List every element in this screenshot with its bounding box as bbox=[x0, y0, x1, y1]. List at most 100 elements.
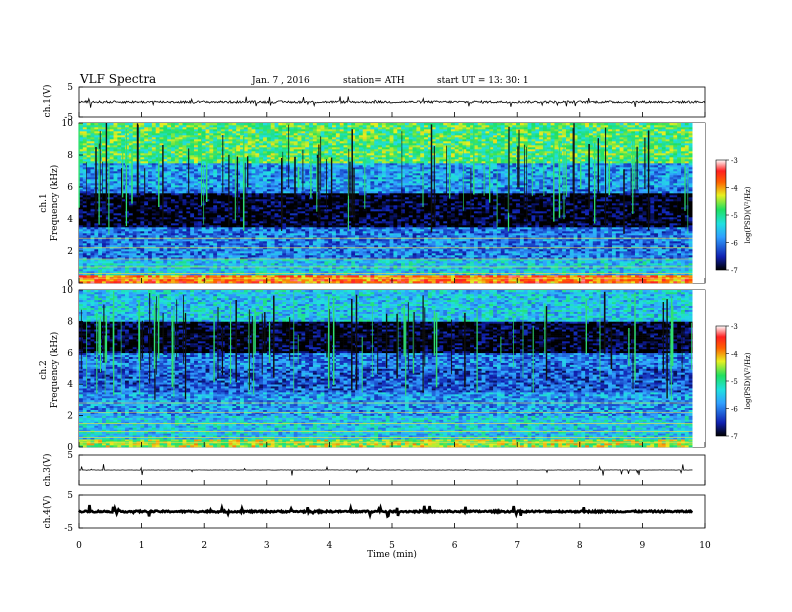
spectrogram-cell bbox=[681, 275, 685, 277]
spectrogram-cell bbox=[459, 263, 463, 265]
spectrogram-cell bbox=[608, 229, 612, 231]
spectrogram-cell bbox=[167, 239, 171, 241]
spectrogram-cell bbox=[401, 239, 405, 241]
spectrogram-cell bbox=[332, 279, 336, 281]
spectrogram-cell bbox=[562, 225, 566, 227]
spectrogram-cell bbox=[489, 261, 493, 263]
spectrogram-cell bbox=[623, 245, 627, 247]
spectrogram-cell bbox=[194, 253, 198, 255]
spectrogram-cell bbox=[466, 255, 470, 257]
spectrogram-cell bbox=[125, 223, 129, 225]
spectrogram-cell bbox=[409, 255, 413, 257]
spectrogram-cell bbox=[344, 271, 348, 273]
spectrogram-cell bbox=[359, 253, 363, 255]
spectrogram-cell bbox=[543, 229, 547, 231]
spectrogram-cell bbox=[482, 251, 486, 253]
spectrogram-cell bbox=[309, 231, 313, 233]
spectrogram-cell bbox=[539, 253, 543, 255]
spectrogram-cell bbox=[110, 263, 114, 265]
spectrogram-cell bbox=[121, 249, 125, 251]
spectrogram-cell bbox=[577, 253, 581, 255]
spectrogram-cell bbox=[152, 251, 156, 253]
spectrogram-cell bbox=[98, 227, 102, 229]
spectrogram-cell bbox=[83, 225, 87, 227]
spectrogram-cell bbox=[585, 245, 589, 247]
spectrogram-cell bbox=[275, 235, 279, 237]
spectrogram-cell bbox=[171, 275, 175, 277]
spectrogram-cell bbox=[359, 239, 363, 241]
spectrogram-cell bbox=[413, 253, 417, 255]
spectrogram-cell bbox=[420, 235, 424, 237]
spectrogram-cell bbox=[259, 239, 263, 241]
spectrogram-cell bbox=[474, 239, 478, 241]
spectrogram-cell bbox=[163, 235, 167, 237]
spectrogram-cell bbox=[129, 247, 133, 249]
spectrogram-cell bbox=[259, 245, 263, 247]
spectrogram-cell bbox=[623, 247, 627, 249]
spectrogram-cell bbox=[416, 225, 420, 227]
spectrogram-cell bbox=[666, 241, 670, 243]
spectrogram-cell bbox=[336, 259, 340, 261]
spectrogram-cell bbox=[152, 249, 156, 251]
spectrogram-cell bbox=[585, 243, 589, 245]
spectrogram-cell bbox=[459, 251, 463, 253]
spectrogram-cell bbox=[298, 249, 302, 251]
spectrogram-cell bbox=[612, 251, 616, 253]
spectrogram-cell bbox=[332, 231, 336, 233]
spectrogram-cell bbox=[359, 269, 363, 271]
spectrogram-cell bbox=[397, 279, 401, 281]
spectrogram-cell bbox=[114, 281, 118, 283]
spectrogram-cell bbox=[171, 235, 175, 237]
spectrogram-cell bbox=[447, 271, 451, 273]
spectrogram-cell bbox=[635, 229, 639, 231]
spectrogram-cell bbox=[332, 235, 336, 237]
spectrogram-cell bbox=[436, 243, 440, 245]
spectrogram-cell bbox=[608, 225, 612, 227]
spectrogram-cell bbox=[528, 225, 532, 227]
spectrogram-cell bbox=[298, 221, 302, 223]
spectrogram-cell bbox=[317, 263, 321, 265]
spectrogram-cell bbox=[305, 225, 309, 227]
spectrogram-cell bbox=[209, 243, 213, 245]
spectrogram-cell bbox=[443, 263, 447, 265]
spectrogram-cell bbox=[424, 279, 428, 281]
spectrogram-cell bbox=[179, 223, 183, 225]
spectrogram-cell bbox=[267, 259, 271, 261]
spectrogram-cell bbox=[194, 249, 198, 251]
spectrogram-cell bbox=[505, 241, 509, 243]
spectrogram-cell bbox=[474, 255, 478, 257]
spectrogram-cell bbox=[466, 239, 470, 241]
spectrogram-cell bbox=[298, 227, 302, 229]
spectrogram-cell bbox=[225, 221, 229, 223]
spectrogram-cell bbox=[236, 241, 240, 243]
spectrogram-cell bbox=[685, 227, 689, 229]
spectrogram-cell bbox=[501, 261, 505, 263]
spectrogram-cell bbox=[386, 229, 390, 231]
spectrogram-cell bbox=[363, 243, 367, 245]
spectrogram-cell bbox=[367, 275, 371, 277]
spectrogram-cell bbox=[466, 269, 470, 271]
spectrogram-cell bbox=[144, 249, 148, 251]
spectrogram-cell bbox=[137, 247, 141, 249]
spectrogram-cell bbox=[443, 233, 447, 235]
spectrogram-cell bbox=[294, 275, 298, 277]
spectrogram-cell bbox=[367, 243, 371, 245]
spectrogram-cell bbox=[535, 261, 539, 263]
spectrogram-cell bbox=[543, 255, 547, 257]
spectrogram-cell bbox=[432, 275, 436, 277]
spectrogram-cell bbox=[263, 267, 267, 269]
spectrogram-cell bbox=[340, 263, 344, 265]
spectrogram-cell bbox=[179, 267, 183, 269]
spectrogram-cell bbox=[144, 263, 148, 265]
spectrogram-cell bbox=[666, 267, 670, 269]
spectrogram-cell bbox=[328, 251, 332, 253]
spectrogram-cell bbox=[140, 253, 144, 255]
spectrogram-cell bbox=[232, 233, 236, 235]
spectrogram-cell bbox=[405, 233, 409, 235]
spectrogram-cell bbox=[194, 235, 198, 237]
spectrogram-cell bbox=[401, 223, 405, 225]
spectrogram-cell bbox=[137, 263, 141, 265]
spectrogram-cell bbox=[401, 233, 405, 235]
spectrogram-cell bbox=[554, 269, 558, 271]
spectrogram-cell bbox=[528, 245, 532, 247]
